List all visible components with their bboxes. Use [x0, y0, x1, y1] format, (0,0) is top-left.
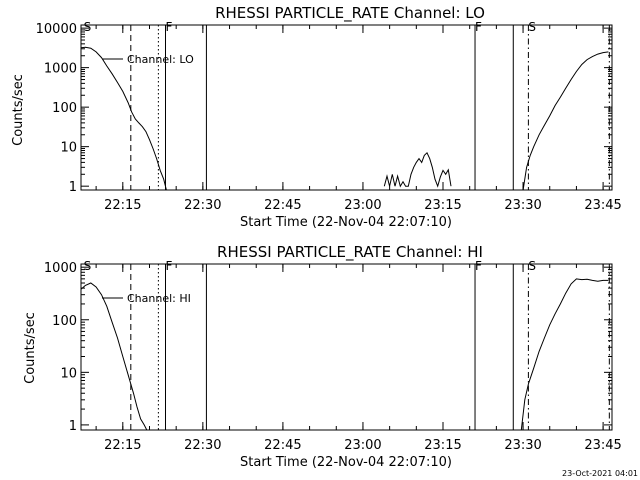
panel-hi-x-tick-label: 22:15	[104, 438, 141, 453]
generation-timestamp: 23-Oct-2021 04:01	[562, 469, 638, 478]
panel-hi-series-line	[520, 278, 609, 431]
panel-lo-y-axis-label: Counts/sec	[11, 74, 26, 146]
panel-lo-x-tick-label: 22:30	[184, 198, 221, 213]
panel-hi: RHESSI PARTICLE_RATE Channel: HI Start T…	[23, 243, 622, 470]
panel-hi-title: RHESSI PARTICLE_RATE Channel: HI	[217, 243, 483, 262]
panel-lo-title: RHESSI PARTICLE_RATE Channel: LO	[215, 4, 485, 23]
panel-lo-x-tick-label: 23:45	[584, 198, 621, 213]
panel-hi-x-tick-label: 23:30	[504, 438, 541, 453]
panel-lo-marker-label: F	[165, 20, 172, 34]
panel-hi-marker-label: S	[84, 259, 92, 273]
panel-lo-x-tick-label: 22:15	[104, 198, 141, 213]
panel-hi-legend-label: Channel: HI	[127, 292, 191, 305]
panel-lo-y-tick-label: 10	[60, 141, 77, 156]
panel-lo-y-tick-label: 1000	[44, 62, 77, 77]
panel-hi-x-tick-label: 23:00	[344, 438, 381, 453]
panel-lo-marker-label: F	[475, 20, 482, 34]
panel-hi-ticks: 22:15 22:30 22:45 23:00 23:15 23:30 23:45 1 10 10…	[44, 261, 622, 453]
panel-hi-y-tick-label: 1000	[44, 261, 77, 276]
panel-lo-x-axis-label: Start Time (22-Nov-04 22:07:10)	[240, 215, 452, 230]
panel-lo-x-tick-label: 23:15	[424, 198, 461, 213]
panel-hi-y-axis-label: Counts/sec	[23, 312, 38, 384]
panel-hi-x-tick-label: 23:15	[424, 438, 461, 453]
panel-lo: RHESSI PARTICLE_RATE Channel: LO Start T…	[11, 4, 622, 230]
panel-hi-marker-label: S	[528, 259, 536, 273]
panel-lo-series	[80, 46, 609, 191]
panel-hi-y-tick-label: 100	[52, 314, 77, 329]
panel-hi-legend: Channel: HI	[102, 292, 191, 305]
panel-lo-legend-label: Channel: LO	[127, 53, 194, 66]
panel-hi-y-tick-label: 10	[60, 366, 77, 381]
panel-lo-series-line	[383, 151, 452, 188]
panel-lo-series-line	[522, 51, 609, 191]
panel-hi-marker-label: F	[165, 259, 172, 273]
panel-lo-y-tick-label: 1	[69, 180, 77, 195]
panel-lo-series-line	[80, 46, 167, 191]
panel-hi-x-axis-label: Start Time (22-Nov-04 22:07:10)	[240, 455, 452, 470]
panel-lo-x-tick-label: 23:00	[344, 198, 381, 213]
panel-lo-marker-label: S	[84, 20, 92, 34]
panel-hi-x-tick-label: 22:30	[184, 438, 221, 453]
panel-lo-legend: Channel: LO	[102, 53, 194, 66]
panel-lo-ticks: 22:15 22:30 22:45 23:00 23:15 23:30 23:45 1 10 10…	[36, 22, 622, 213]
panel-hi-series	[80, 278, 609, 431]
panel-lo-x-tick-label: 23:30	[504, 198, 541, 213]
panel-hi-series-line	[80, 282, 148, 431]
panel-hi-x-tick-label: 22:45	[264, 438, 301, 453]
panel-lo-y-tick-label: 10000	[36, 22, 77, 37]
panel-lo-y-tick-label: 100	[52, 101, 77, 116]
panel-hi-x-tick-label: 23:45	[584, 438, 621, 453]
panel-hi-y-tick-label: 1	[69, 419, 77, 434]
panel-hi-marker-label: F	[475, 259, 482, 273]
panel-lo-x-tick-label: 22:45	[264, 198, 301, 213]
panel-lo-marker-label: S	[528, 20, 536, 34]
